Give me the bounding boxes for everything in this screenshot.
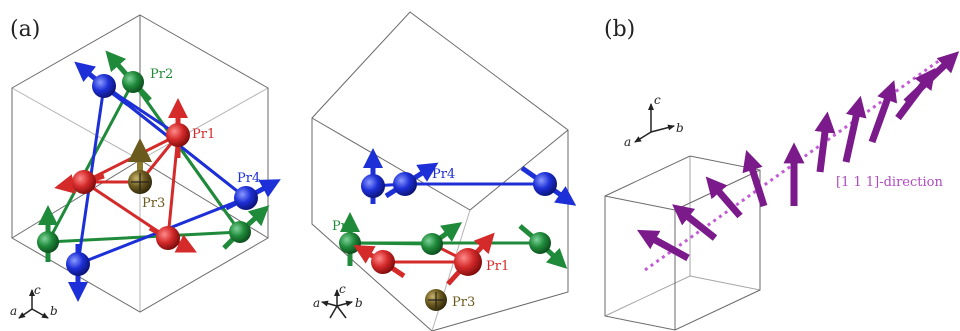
spin-arrow bbox=[868, 80, 898, 144]
pr1-atom bbox=[454, 248, 482, 276]
panel-a-cube-right bbox=[311, 11, 569, 331]
pr4-atom bbox=[92, 74, 116, 98]
pr4-atom bbox=[66, 252, 90, 276]
direction-label: [1 1 1]-direction bbox=[836, 175, 943, 190]
axis-label-b: b bbox=[676, 121, 684, 135]
pr4-atom bbox=[533, 172, 557, 196]
pr4-atom bbox=[234, 186, 258, 210]
spin-arrow bbox=[842, 95, 867, 163]
axis-label-c: c bbox=[654, 93, 661, 107]
axis-label-b: b bbox=[355, 296, 363, 310]
atom-label-pr1: Pr1 bbox=[192, 127, 215, 142]
pr2-atom bbox=[229, 221, 251, 243]
spin-arrow bbox=[903, 51, 960, 105]
atom-label-pr2-right: Pr2 bbox=[332, 219, 355, 234]
spiral-spins bbox=[636, 51, 960, 262]
axis-label-a: a bbox=[624, 135, 631, 149]
axes-triad-left: c a b bbox=[10, 283, 58, 319]
pr1-atom bbox=[166, 123, 190, 147]
atom-label-pr1-right: Pr1 bbox=[486, 259, 509, 274]
pr1-atom bbox=[156, 226, 180, 250]
axes-triad-b: c a b bbox=[624, 93, 684, 149]
spin-arrow bbox=[814, 111, 836, 173]
pr2-atom bbox=[37, 231, 59, 253]
atom-label-pr4-right: Pr4 bbox=[432, 167, 455, 182]
pr1-atom bbox=[371, 250, 395, 274]
axes-triad-middle: c a b bbox=[313, 282, 363, 319]
atoms-right bbox=[339, 148, 577, 311]
spin-arrow bbox=[672, 204, 718, 241]
atom-label-pr4: Pr4 bbox=[237, 171, 260, 186]
spin-arrow bbox=[636, 229, 690, 262]
atom-label-pr2: Pr2 bbox=[150, 67, 173, 82]
pr2-atom bbox=[421, 233, 443, 255]
pr4-atom bbox=[393, 172, 417, 196]
axis-label-c: c bbox=[339, 282, 346, 296]
pr2-atom bbox=[122, 71, 144, 93]
pr2-atom bbox=[529, 232, 551, 254]
cube-b bbox=[604, 155, 761, 331]
axis-label-c: c bbox=[34, 283, 41, 297]
atom-label-pr3-right: Pr3 bbox=[452, 295, 475, 310]
spin-arrow bbox=[742, 149, 768, 208]
axis-label-a: a bbox=[10, 304, 17, 318]
pr2-atom bbox=[339, 232, 361, 254]
atoms-left bbox=[37, 50, 281, 302]
spin-arrow bbox=[705, 176, 743, 219]
pr1-atom bbox=[72, 170, 96, 194]
atom-label-pr3: Pr3 bbox=[142, 196, 165, 211]
axis-label-b: b bbox=[50, 304, 58, 318]
pr4-atom bbox=[361, 174, 385, 198]
axis-label-a: a bbox=[313, 296, 320, 310]
panel-label-b: (b) bbox=[604, 17, 635, 42]
panel-label-a: (a) bbox=[10, 17, 40, 42]
